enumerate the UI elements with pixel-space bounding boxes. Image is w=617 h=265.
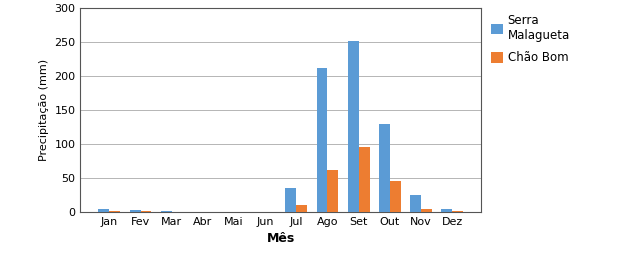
Bar: [109, 211, 120, 212]
Bar: [317, 68, 328, 212]
Bar: [141, 211, 151, 212]
Y-axis label: Precipitação (mm): Precipitação (mm): [39, 59, 49, 161]
Bar: [130, 210, 141, 212]
Bar: [358, 147, 370, 212]
Bar: [452, 211, 463, 212]
Bar: [328, 170, 338, 212]
Bar: [421, 209, 432, 212]
Bar: [441, 209, 452, 212]
Bar: [99, 209, 109, 212]
X-axis label: Mês: Mês: [267, 232, 295, 245]
Bar: [390, 181, 400, 212]
Bar: [296, 205, 307, 212]
Legend: Serra
Malagueta, Chão Bom: Serra Malagueta, Chão Bom: [491, 14, 570, 64]
Bar: [410, 195, 421, 212]
Bar: [348, 41, 358, 212]
Bar: [286, 188, 296, 212]
Bar: [161, 211, 172, 212]
Bar: [379, 123, 390, 212]
